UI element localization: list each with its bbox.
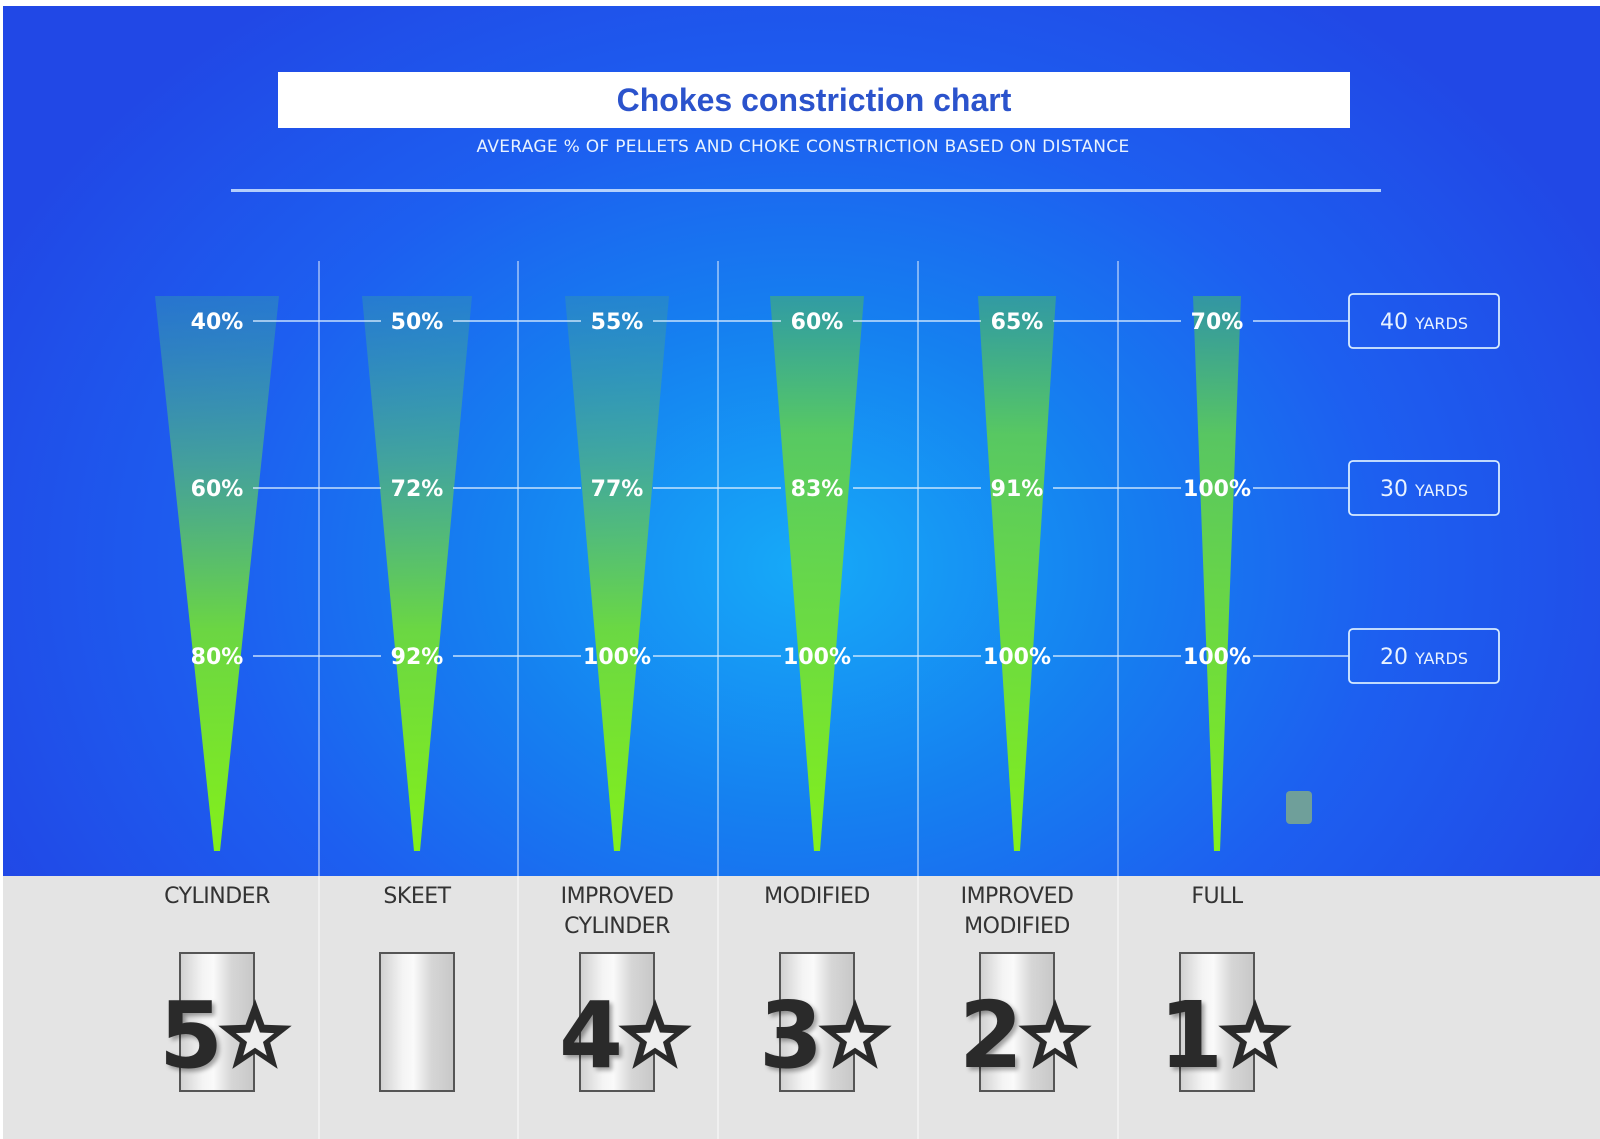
cone-4 [770,296,864,851]
value-labels-layer: 40% 60% 80% 50% 72% 92% 55% 77% 100% 60% 83% 100% 65… [191,310,1251,670]
star-inner [235,1019,275,1056]
value-label: 100% [583,645,651,670]
value-label: 83% [791,477,844,502]
star-inner [1035,1019,1075,1056]
cone-1 [155,296,279,851]
distance-number: 30 [1380,477,1415,502]
value-label: 65% [991,310,1044,335]
distance-label: 40 YARDS [1380,310,1468,335]
value-label: 91% [991,477,1044,502]
choke-rating: 1 [1159,981,1297,1091]
chart-title: Chokes constriction chart [616,81,1012,118]
cone-2 [362,296,472,851]
value-label: 50% [391,310,444,335]
value-label: 77% [591,477,644,502]
choke-name-line: MODIFIED [764,884,870,909]
column-divider [318,261,320,1139]
rating-number: 1 [1159,982,1223,1089]
choke-rating: 3 [759,981,897,1091]
choke-tube [779,952,855,1092]
value-label: 100% [1183,477,1251,502]
value-label: 80% [191,645,244,670]
star-inner [1235,1019,1275,1056]
rating-number: 5 [159,982,223,1089]
star-inner [835,1019,875,1056]
choke-rating: 5 [159,981,297,1091]
value-label: 72% [391,477,444,502]
rating-number: 2 [959,982,1023,1089]
choke-tube [379,952,455,1092]
choke-tube [979,952,1055,1092]
distance-number: 40 [1380,310,1415,335]
distance-unit: YARDS [1414,314,1468,333]
chart-stage: Chokes constriction chart AVERAGE % OF P… [3,6,1600,1139]
distance-label: 30 YARDS [1380,477,1468,502]
choke-name-line: FULL [1191,884,1243,909]
column-divider [917,261,919,1139]
choke-name: MODIFIED [717,882,917,912]
value-label: 60% [191,477,244,502]
value-label: 92% [391,645,444,670]
distance-unit: YARDS [1414,481,1468,500]
cone-3 [565,296,669,851]
star-inner [635,1019,675,1056]
star-icon [618,999,692,1069]
column-divider [517,261,519,1139]
choke-rating: 2 [959,981,1097,1091]
value-label: 40% [191,310,244,335]
distance-unit: YARDS [1414,649,1468,668]
chart-subtitle: AVERAGE % OF PELLETS AND CHOKE CONSTRICT… [476,137,1130,157]
title-box: Chokes constriction chart [278,72,1350,128]
choke-name: SKEET [317,882,517,912]
choke-name-line: IMPROVED [560,884,674,909]
star-icon [218,999,292,1069]
star-icon [818,999,892,1069]
distance-box [1348,628,1500,684]
title-divider [231,189,1381,192]
value-label: 100% [783,645,851,670]
choke-name-line: CYLINDER [164,884,270,909]
choke-name: FULL [1117,882,1317,912]
value-label: 100% [983,645,1051,670]
choke-name: CYLINDER [117,882,317,912]
value-label: 100% [1183,645,1251,670]
choke-name-line: MODIFIED [964,914,1070,939]
choke-name-line: CYLINDER [564,914,670,939]
star-icon [1218,999,1292,1069]
marker-square [1286,791,1312,824]
choke-name-line: IMPROVED [960,884,1074,909]
choke-rating: 4 [559,981,697,1091]
choke-name: IMPROVED CYLINDER [517,882,717,942]
column-divider [717,261,719,1139]
value-label: 60% [791,310,844,335]
distance-box [1348,460,1500,516]
rating-number: 3 [759,982,823,1089]
distance-box [1348,293,1500,349]
distance-number: 20 [1380,645,1415,670]
row-lines-layer [253,320,1349,657]
cones-layer [155,296,1241,851]
column-divider [1117,261,1119,1139]
distance-label: 20 YARDS [1380,645,1468,670]
value-label: 55% [591,310,644,335]
cone-5 [978,296,1056,851]
star-icon [1018,999,1092,1069]
choke-name-line: SKEET [383,884,451,909]
choke-name: IMPROVED MODIFIED [917,882,1117,942]
cone-6 [1193,296,1241,851]
value-label: 70% [1191,310,1244,335]
rating-number: 4 [559,982,623,1089]
